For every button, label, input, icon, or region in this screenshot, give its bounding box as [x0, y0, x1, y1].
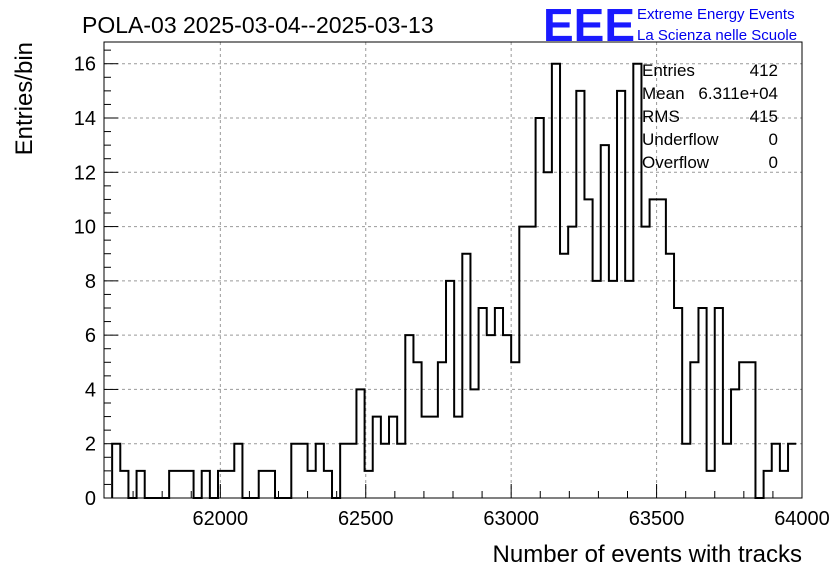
eee-logo-mark: EEE: [543, 0, 635, 51]
stats-overflow-value: 0: [769, 153, 778, 172]
stats-entries-label: Entries: [642, 61, 695, 80]
y-tick-label: 14: [74, 108, 96, 130]
eee-logo-line2: La Scienza nelle Scuole: [637, 27, 797, 44]
y-axis-title: Entries/bin: [11, 42, 38, 155]
x-axis: 62000 62500 63000 63500 64000: [103, 484, 830, 530]
stats-mean-value: 6.311e+04: [698, 84, 778, 103]
stats-rms-label: RMS: [642, 107, 680, 126]
y-tick-label: 0: [85, 488, 96, 510]
stats-underflow-value: 0: [769, 130, 778, 149]
stats-rms-value: 415: [750, 107, 778, 126]
y-tick-label: 2: [85, 434, 96, 456]
stats-underflow-label: Underflow: [642, 130, 719, 149]
y-tick-label: 8: [85, 271, 96, 293]
stats-mean-label: Mean: [642, 84, 685, 103]
x-axis-title: Number of events with tracks: [493, 541, 802, 568]
y-tick-label: 16: [74, 54, 96, 76]
x-tick-label: 63500: [629, 508, 685, 530]
y-tick-label: 4: [85, 379, 96, 401]
stats-entries-value: 412: [750, 61, 778, 80]
y-tick-label: 10: [74, 217, 96, 239]
chart-title: POLA-03 2025-03-04--2025-03-13: [82, 12, 434, 38]
grid-lines: [104, 42, 802, 498]
x-tick-label: 62000: [193, 508, 249, 530]
histogram-series: [111, 62, 797, 499]
x-tick-label: 62500: [338, 508, 394, 530]
eee-logo: EEE Extreme Energy Events La Scienza nel…: [543, 0, 797, 51]
x-tick-label: 63000: [483, 508, 539, 530]
x-tick-label: 64000: [774, 508, 830, 530]
y-tick-label: 6: [85, 325, 96, 347]
histogram-outline: [111, 62, 797, 499]
y-tick-label: 12: [74, 162, 96, 184]
y-axis: 0 2 4 6 8 10 12 14 16: [74, 49, 118, 510]
plot-frame: [103, 41, 803, 499]
eee-logo-line1: Extreme Energy Events: [637, 6, 795, 23]
stats-box: Entries 412 Mean 6.311e+04 RMS 415 Under…: [642, 61, 778, 172]
stats-overflow-label: Overflow: [642, 153, 710, 172]
